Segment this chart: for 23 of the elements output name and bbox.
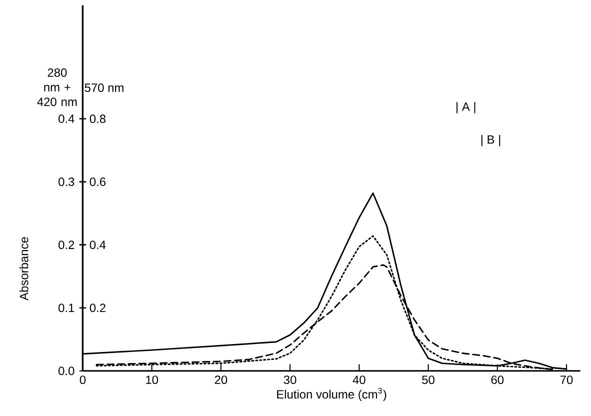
y2-tick-label: 0.2 [90,304,106,312]
x-tick-label: 40 [352,375,366,384]
y2-tick-label: 0.8 [90,114,106,123]
x-tick-label: 30 [284,375,296,384]
y2-tick-label: 0.6 [90,177,106,186]
y-tick-label: 0.0 [58,366,74,376]
x-tick-label: 20 [214,375,228,384]
x-tick-label: 60 [491,375,504,384]
y2-axis-title: 570 nm [84,83,124,92]
annotation: | B | [481,134,500,146]
y2-tick-label: 0.4 [90,240,106,249]
y-tick-label: 0.4 [58,114,74,123]
x-tick-label: 50 [422,375,434,384]
x-axis-title: Elution volume (cm$^{3}$) [277,388,386,401]
text: 280 nm + 420 nm [37,68,77,106]
x-tick-label: 0 [80,375,86,384]
x-tick-label: 10 [146,375,158,384]
y-tick-label: 0.2 [58,240,74,249]
y-tick-label: 0.3 [58,177,74,186]
y-axis-title: Absorbance [19,237,28,300]
y-tick-label: 0.1 [58,304,74,312]
annotation: | A | [456,102,476,114]
x-tick-label: 70 [560,375,573,384]
